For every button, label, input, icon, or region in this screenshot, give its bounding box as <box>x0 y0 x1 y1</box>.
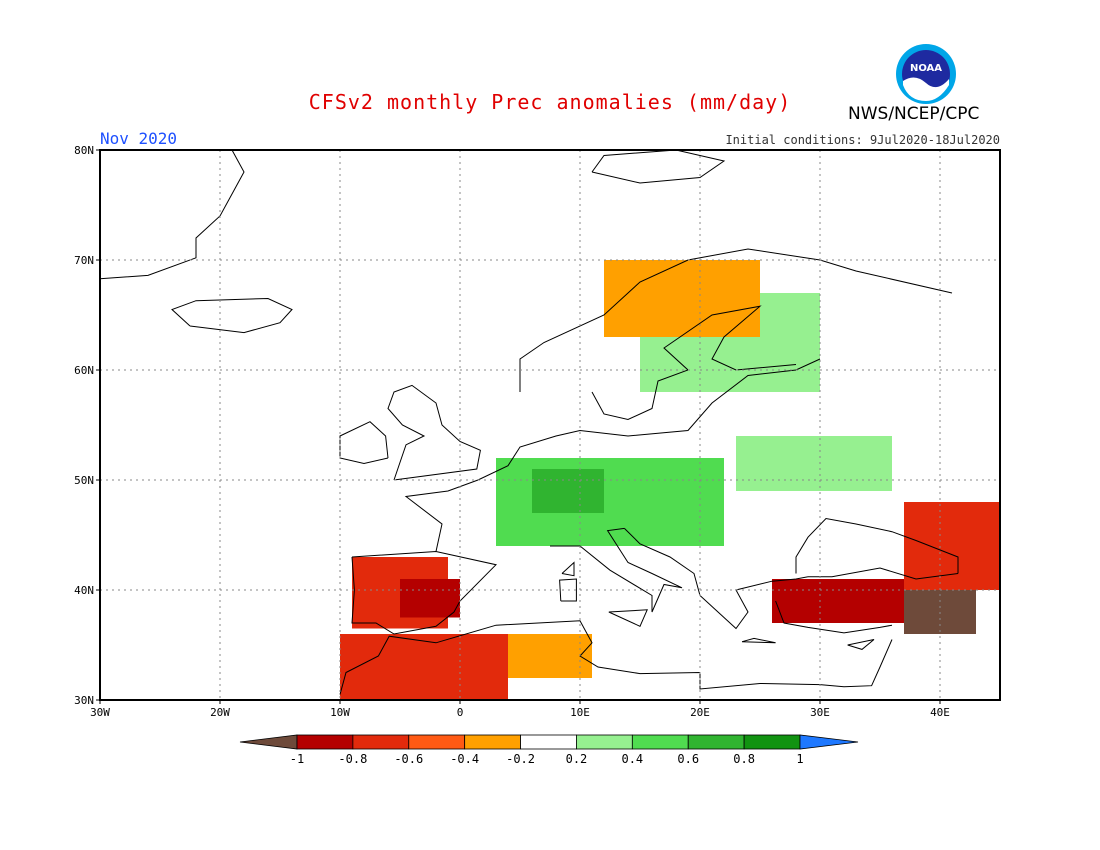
colorbar-label: -1 <box>290 752 304 766</box>
coastline <box>591 149 726 184</box>
anomaly-layer <box>340 260 1000 700</box>
colorbar: -1 -0.8 -0.6 -0.4 -0.2 0.2 0.4 0.6 0.8 1 <box>239 734 859 766</box>
colorbar-extend-low <box>239 734 298 750</box>
colorbar-label: 0.2 <box>566 752 588 766</box>
anomaly-region <box>496 458 724 546</box>
colorbar-label: 1 <box>796 752 803 766</box>
anomaly-region <box>736 436 892 491</box>
anomaly-region <box>904 502 1000 590</box>
coastline <box>339 620 893 695</box>
lon-tick-label: 20E <box>690 706 710 719</box>
coastline <box>387 384 481 481</box>
colorbar-label: -0.8 <box>338 752 367 766</box>
grid-layer <box>100 150 1000 700</box>
initial-conditions: Initial conditions: 9Jul2020-18Jul2020 <box>725 133 1000 147</box>
coastline <box>99 149 245 280</box>
coastline <box>550 527 683 613</box>
colorbar-segment <box>296 734 354 750</box>
anomaly-region <box>772 579 904 623</box>
anomaly-region <box>508 634 592 678</box>
lat-tick-label: 60N <box>74 364 94 377</box>
coastline <box>775 600 893 634</box>
chart-title: CFSv2 monthly Prec anomalies (mm/day) <box>308 90 792 114</box>
colorbar-label: 0.6 <box>677 752 699 766</box>
logo-text: NOAA <box>910 63 942 74</box>
anomaly-region <box>604 260 760 337</box>
latitude-labels: 80N 70N 60N 50N 40N 30N <box>74 144 100 707</box>
coastline-layer <box>99 149 959 695</box>
lon-tick-label: 10W <box>330 706 350 719</box>
coastline <box>561 561 575 577</box>
longitude-labels: 30W 20W 10W 0 10E 20E 30E 40E <box>90 700 950 719</box>
colorbar-extend-high <box>799 734 859 750</box>
coastline <box>339 421 389 465</box>
map-frame <box>99 149 1001 701</box>
coastline <box>591 305 797 421</box>
colorbar-label: 0.4 <box>621 752 643 766</box>
coastline <box>351 550 497 635</box>
coastline <box>624 528 809 630</box>
colorbar-segment <box>631 734 689 750</box>
agency-label: NWS/NCEP/CPC <box>848 104 980 124</box>
anomaly-region <box>400 579 460 618</box>
colorbar-label: -0.4 <box>450 752 479 766</box>
colorbar-segment <box>408 734 466 750</box>
colorbar-segment <box>576 734 633 750</box>
forecast-month: Nov 2020 <box>100 129 178 148</box>
coastline <box>404 358 821 552</box>
coastline <box>519 248 953 392</box>
lat-tick-label: 50N <box>74 474 94 487</box>
lon-tick-label: 10E <box>570 706 590 719</box>
lat-tick-label: 30N <box>74 694 94 707</box>
anomaly-region <box>532 469 604 513</box>
coastline <box>808 567 959 580</box>
anomaly-region <box>340 634 508 700</box>
lat-tick-label: 70N <box>74 254 94 267</box>
colorbar-segment <box>687 734 745 750</box>
colorbar-segment <box>352 734 410 750</box>
lat-tick-label: 80N <box>74 144 94 157</box>
colorbar-segment <box>520 734 577 750</box>
colorbar-label: -0.2 <box>506 752 535 766</box>
lat-tick-label: 40N <box>74 584 94 597</box>
lon-tick-label: 30E <box>810 706 830 719</box>
noaa-logo-icon: NOAA <box>896 44 956 104</box>
lon-tick-label: 30W <box>90 706 110 719</box>
colorbar-segment <box>743 734 801 750</box>
colorbar-label: -0.6 <box>394 752 423 766</box>
coastline <box>795 517 959 574</box>
coastline <box>608 609 648 627</box>
colorbar-label: 0.8 <box>733 752 755 766</box>
lon-tick-label: 0 <box>457 706 464 719</box>
lon-tick-label: 20W <box>210 706 230 719</box>
coastline <box>171 297 293 334</box>
colorbar-segment <box>464 734 521 750</box>
coastline <box>847 639 875 650</box>
coastline <box>741 637 776 644</box>
lon-tick-label: 40E <box>930 706 950 719</box>
coastline <box>559 578 577 602</box>
